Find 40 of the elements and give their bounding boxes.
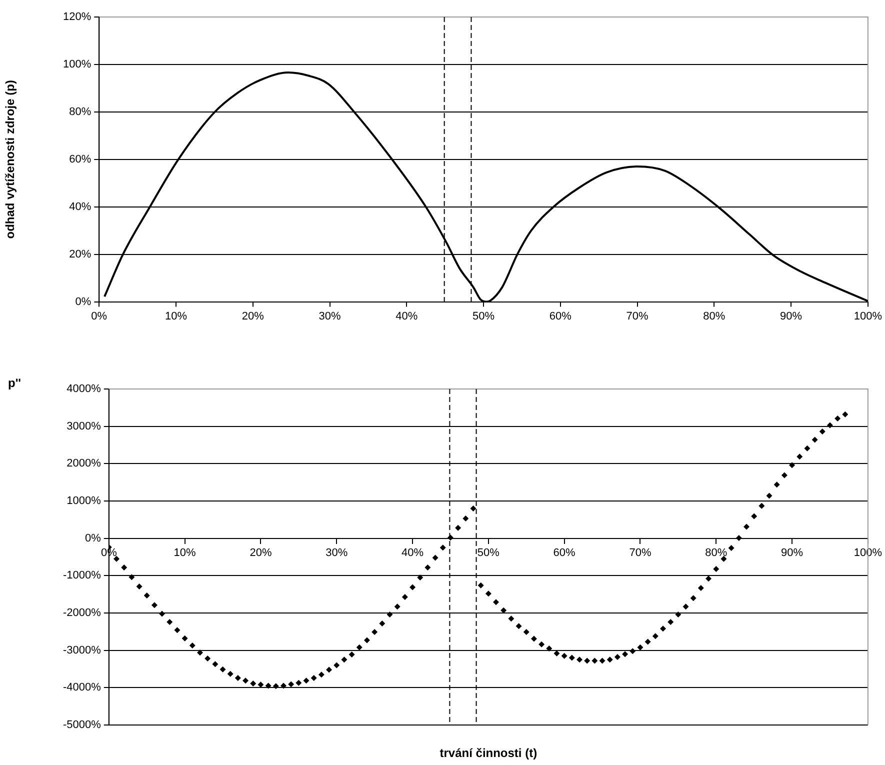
y-tick-label: -3000% bbox=[62, 644, 102, 656]
y-tick-label: 2000% bbox=[66, 458, 102, 470]
y-axis-title: odhad vytíženosti zdroje (p) bbox=[3, 80, 17, 239]
y-tick-label: -5000% bbox=[62, 719, 102, 732]
y-tick-label: 120% bbox=[62, 11, 92, 24]
y-tick-label: 40% bbox=[69, 200, 92, 213]
x-tick-label: 30% bbox=[326, 546, 348, 559]
y-axis-title: p'' bbox=[8, 376, 22, 390]
y-tick-label: 100% bbox=[62, 58, 92, 70]
y-tick-label: 0% bbox=[75, 296, 92, 308]
x-tick-label: 40% bbox=[402, 546, 424, 559]
x-tick-label: 70% bbox=[629, 546, 652, 559]
x-tick-label: 10% bbox=[174, 546, 196, 559]
x-tick-label: 70% bbox=[626, 310, 649, 322]
x-tick-label: 20% bbox=[250, 546, 272, 559]
y-tick-label: 20% bbox=[69, 248, 92, 260]
x-tick-label: 80% bbox=[703, 310, 726, 322]
x-tick-label: 40% bbox=[396, 310, 418, 322]
y-tick-label: -4000% bbox=[62, 682, 102, 694]
x-tick-label: 90% bbox=[781, 546, 804, 559]
x-tick-label: 90% bbox=[780, 310, 802, 322]
x-tick-label: 60% bbox=[553, 546, 576, 559]
x-tick-label: 50% bbox=[472, 310, 495, 322]
y-tick-label: 0% bbox=[85, 532, 102, 544]
y-tick-label: 3000% bbox=[66, 420, 102, 432]
x-tick-label: 20% bbox=[242, 310, 264, 322]
x-tick-label: 80% bbox=[705, 546, 728, 559]
y-tick-label: -1000% bbox=[62, 570, 102, 582]
x-tick-label: 100% bbox=[854, 546, 882, 559]
y-tick-label: -2000% bbox=[62, 607, 102, 620]
x-tick-label: 100% bbox=[854, 310, 882, 322]
x-tick-label: 30% bbox=[318, 310, 341, 322]
y-tick-label: 80% bbox=[69, 106, 92, 118]
y-tick-label: 1000% bbox=[66, 495, 102, 508]
x-tick-label: 50% bbox=[477, 546, 500, 559]
x-tick-label: 60% bbox=[549, 310, 572, 322]
y-tick-label: 4000% bbox=[66, 383, 102, 396]
y-tick-label: 60% bbox=[69, 153, 92, 166]
x-axis-title: trvání činnosti (t) bbox=[440, 746, 538, 760]
x-tick-label: 10% bbox=[165, 310, 188, 322]
